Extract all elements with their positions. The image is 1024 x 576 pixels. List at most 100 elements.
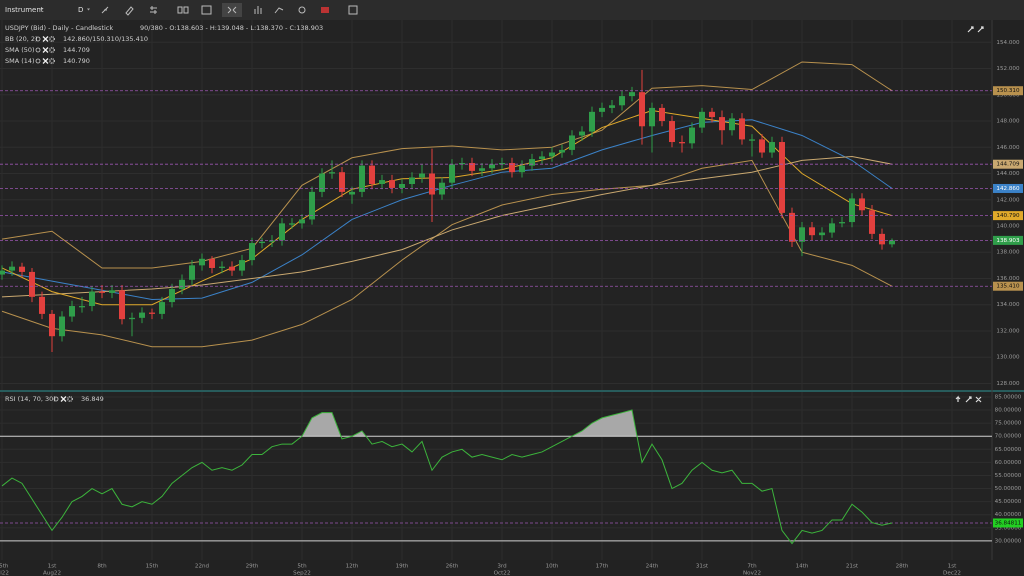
y-tick-label: 154.000 xyxy=(996,40,1020,46)
candle-body xyxy=(549,152,555,157)
candle-body xyxy=(319,173,325,192)
expand-icon[interactable] xyxy=(967,26,984,33)
candle-body xyxy=(239,260,245,271)
toolbar xyxy=(0,0,1024,20)
price-panel xyxy=(0,20,992,390)
legend-reading: 144.709 xyxy=(63,46,90,54)
candle-body xyxy=(0,270,5,275)
candle-body xyxy=(279,223,285,241)
settings-icon xyxy=(67,396,73,402)
x-tick-label: 26th xyxy=(446,564,459,570)
candle-body xyxy=(129,317,135,320)
candle-body xyxy=(429,173,435,195)
candle-body xyxy=(189,265,195,280)
last-value-label-bg xyxy=(993,281,1023,291)
y-tick-label: 146.000 xyxy=(996,145,1020,151)
flag[interactable] xyxy=(321,7,329,13)
layout-tool[interactable] xyxy=(201,5,212,15)
candle-body xyxy=(649,107,655,127)
instrument-menu[interactable]: Instrument xyxy=(5,6,44,14)
eye-icon xyxy=(35,58,41,64)
panel-icons[interactable] xyxy=(955,395,982,403)
fit-tool[interactable] xyxy=(227,6,237,14)
candle-body xyxy=(229,266,235,271)
settings-tool[interactable] xyxy=(150,6,157,14)
x-tick-label: 14th xyxy=(796,564,809,570)
candle-body xyxy=(489,164,495,169)
candle-body xyxy=(619,96,625,106)
active-button[interactable] xyxy=(222,3,242,17)
candle-body xyxy=(629,92,635,97)
eye-icon xyxy=(53,396,59,402)
toolbar-icons[interactable] xyxy=(101,3,358,17)
candle-body xyxy=(849,198,855,223)
candle-body xyxy=(209,258,215,268)
candle-body xyxy=(579,131,585,136)
x-tick-month: Jul22 xyxy=(0,571,9,576)
candle-body xyxy=(99,291,105,293)
pencil-tool[interactable] xyxy=(125,6,134,16)
indicator-tool[interactable] xyxy=(254,6,262,14)
x-tick-month: Nov22 xyxy=(743,571,761,576)
candle-body xyxy=(309,191,315,220)
settings-icon xyxy=(49,36,55,42)
candle-body xyxy=(149,312,155,314)
candle-body xyxy=(419,173,425,178)
x-tick-label: 24th xyxy=(646,564,659,570)
candle-body xyxy=(799,227,805,242)
candle-body xyxy=(339,172,345,192)
candle-body xyxy=(709,111,715,118)
draw-tool[interactable] xyxy=(101,6,109,14)
last-value-label: 150.310 xyxy=(996,88,1020,94)
interval-menu[interactable]: D xyxy=(78,6,83,14)
y-tick-label: 138.000 xyxy=(996,250,1020,256)
candle-body xyxy=(589,111,595,132)
x-tick-label: 10th xyxy=(546,564,559,570)
candle-body xyxy=(839,222,845,224)
candle-body xyxy=(379,180,385,185)
candle-body xyxy=(559,149,565,153)
x-tick-label: 29th xyxy=(246,564,259,570)
candle-body xyxy=(689,127,695,144)
x-tick-label: 5th xyxy=(297,564,307,570)
dropdown-arrow xyxy=(40,8,43,11)
candle-body xyxy=(889,240,895,245)
y-tick-label: 30.00000 xyxy=(995,538,1022,544)
remove-icon xyxy=(42,58,49,64)
candle-body xyxy=(519,165,525,173)
candle-body xyxy=(29,271,35,297)
x-tick-label: 28th xyxy=(896,564,909,570)
y-tick-label: 150.000 xyxy=(996,92,1020,98)
rsi-panel xyxy=(0,392,992,560)
x-tick-label: 7th xyxy=(747,564,757,570)
indicator-line xyxy=(1,155,893,298)
window-tool[interactable] xyxy=(348,5,358,15)
x-tick-month: Dec22 xyxy=(943,571,961,576)
y-tick-label: 152.000 xyxy=(996,66,1020,72)
candle-body xyxy=(639,92,645,127)
last-value-label: 36.84811 xyxy=(995,520,1022,526)
candle-body xyxy=(159,302,165,314)
x-tick-label: 12th xyxy=(346,564,359,570)
y-tick-label: 142.000 xyxy=(996,197,1020,203)
x-tick-month: Sep22 xyxy=(293,571,311,576)
last-value-label-bg xyxy=(993,211,1023,221)
candle-body xyxy=(119,290,125,320)
y-tick-label: 55.00000 xyxy=(995,473,1022,479)
candle-body xyxy=(369,165,375,185)
candle-body xyxy=(399,184,405,188)
last-value-label-bg xyxy=(993,86,1023,96)
text-tool[interactable] xyxy=(177,6,189,14)
candle-body xyxy=(269,240,275,242)
plot-layer: 128.000 130.000 132.000 134.000 136.000 138.0… xyxy=(0,20,1023,576)
candle-body xyxy=(719,117,725,131)
trend-tool[interactable] xyxy=(274,7,284,14)
candle-body xyxy=(879,233,885,245)
dropdown-arrow xyxy=(87,8,90,11)
candle-body xyxy=(199,258,205,266)
theme-tool[interactable] xyxy=(298,6,306,14)
last-value-label: 142.860 xyxy=(996,186,1020,192)
remove-icon xyxy=(42,36,49,42)
